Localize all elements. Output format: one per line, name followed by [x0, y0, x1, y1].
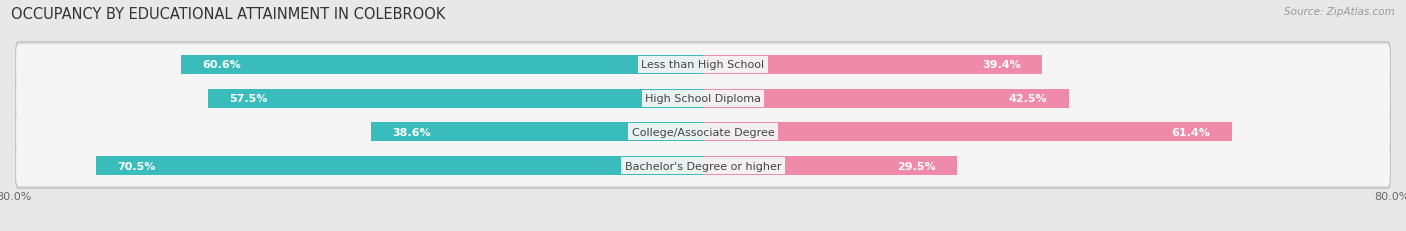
- Text: 39.4%: 39.4%: [981, 60, 1021, 70]
- Bar: [703, 156, 957, 176]
- Bar: [371, 123, 703, 142]
- Bar: [703, 55, 1042, 75]
- Bar: [208, 89, 703, 108]
- Text: OCCUPANCY BY EDUCATIONAL ATTAINMENT IN COLEBROOK: OCCUPANCY BY EDUCATIONAL ATTAINMENT IN C…: [11, 7, 446, 22]
- Text: Bachelor's Degree or higher: Bachelor's Degree or higher: [624, 161, 782, 171]
- FancyBboxPatch shape: [15, 43, 1391, 88]
- Bar: [703, 89, 1069, 108]
- FancyBboxPatch shape: [17, 146, 1389, 186]
- Text: 57.5%: 57.5%: [229, 94, 267, 104]
- FancyBboxPatch shape: [15, 110, 1391, 155]
- FancyBboxPatch shape: [17, 112, 1389, 152]
- FancyBboxPatch shape: [17, 79, 1389, 119]
- Text: 29.5%: 29.5%: [897, 161, 935, 171]
- FancyBboxPatch shape: [15, 143, 1391, 188]
- Bar: [96, 156, 703, 176]
- Text: Less than High School: Less than High School: [641, 60, 765, 70]
- Text: High School Diploma: High School Diploma: [645, 94, 761, 104]
- FancyBboxPatch shape: [15, 76, 1391, 121]
- Text: 42.5%: 42.5%: [1010, 94, 1047, 104]
- Bar: [703, 123, 1232, 142]
- Bar: [181, 55, 703, 75]
- Text: 70.5%: 70.5%: [117, 161, 156, 171]
- Text: Source: ZipAtlas.com: Source: ZipAtlas.com: [1284, 7, 1395, 17]
- Text: 38.6%: 38.6%: [392, 127, 430, 137]
- Text: 61.4%: 61.4%: [1171, 127, 1211, 137]
- FancyBboxPatch shape: [17, 45, 1389, 85]
- Text: 60.6%: 60.6%: [202, 60, 242, 70]
- Text: College/Associate Degree: College/Associate Degree: [631, 127, 775, 137]
